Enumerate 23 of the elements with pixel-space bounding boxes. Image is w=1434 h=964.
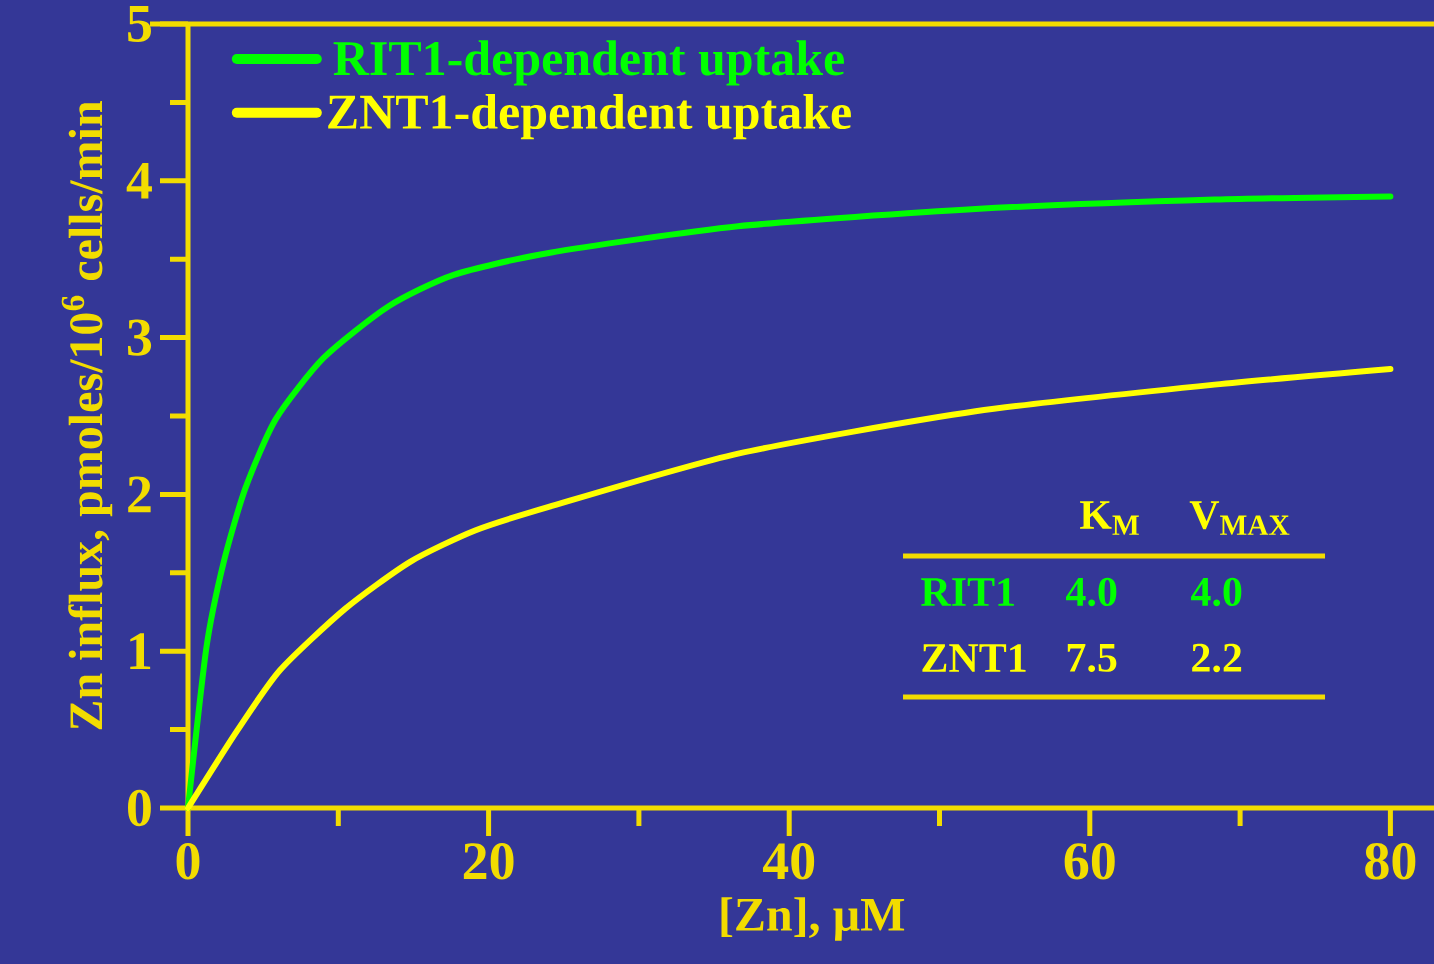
annotation: 7.5 — [1067, 643, 1117, 673]
annotation: 4.0 — [1190, 577, 1242, 607]
y-tick-label: 5 — [128, 6, 151, 42]
annotation: V$_{MAX}$ — [1189, 501, 1290, 535]
y-tick-label: 4 — [126, 163, 152, 199]
annotation: 4.0 — [1065, 577, 1117, 607]
legend-label: RIT1-dependent uptake — [333, 40, 844, 86]
y-axis-title: Zn influx, pmoles/10$^{6}$ cells/min — [61, 101, 113, 730]
annotation: 2.2 — [1192, 643, 1242, 673]
legend-label: ZNT1-dependent uptake — [328, 93, 851, 140]
x-tick-label: 40 — [762, 843, 815, 880]
y-tick-label: 1 — [130, 633, 151, 670]
x-tick-label: 20 — [463, 843, 514, 880]
y-tick-label: 2 — [128, 476, 151, 513]
x-axis-title: [Zn], µM — [721, 897, 905, 941]
annotation: RIT1 — [921, 578, 1014, 606]
y-tick-label: 0 — [128, 789, 151, 827]
annotation: K$_{M}$ — [1080, 501, 1139, 535]
y-tick-label: 3 — [127, 319, 152, 356]
x-tick-label: 80 — [1365, 843, 1416, 880]
annotation: ZNT1 — [922, 644, 1026, 672]
x-tick-label: 60 — [1064, 843, 1115, 880]
x-tick-label: 0 — [176, 843, 200, 880]
